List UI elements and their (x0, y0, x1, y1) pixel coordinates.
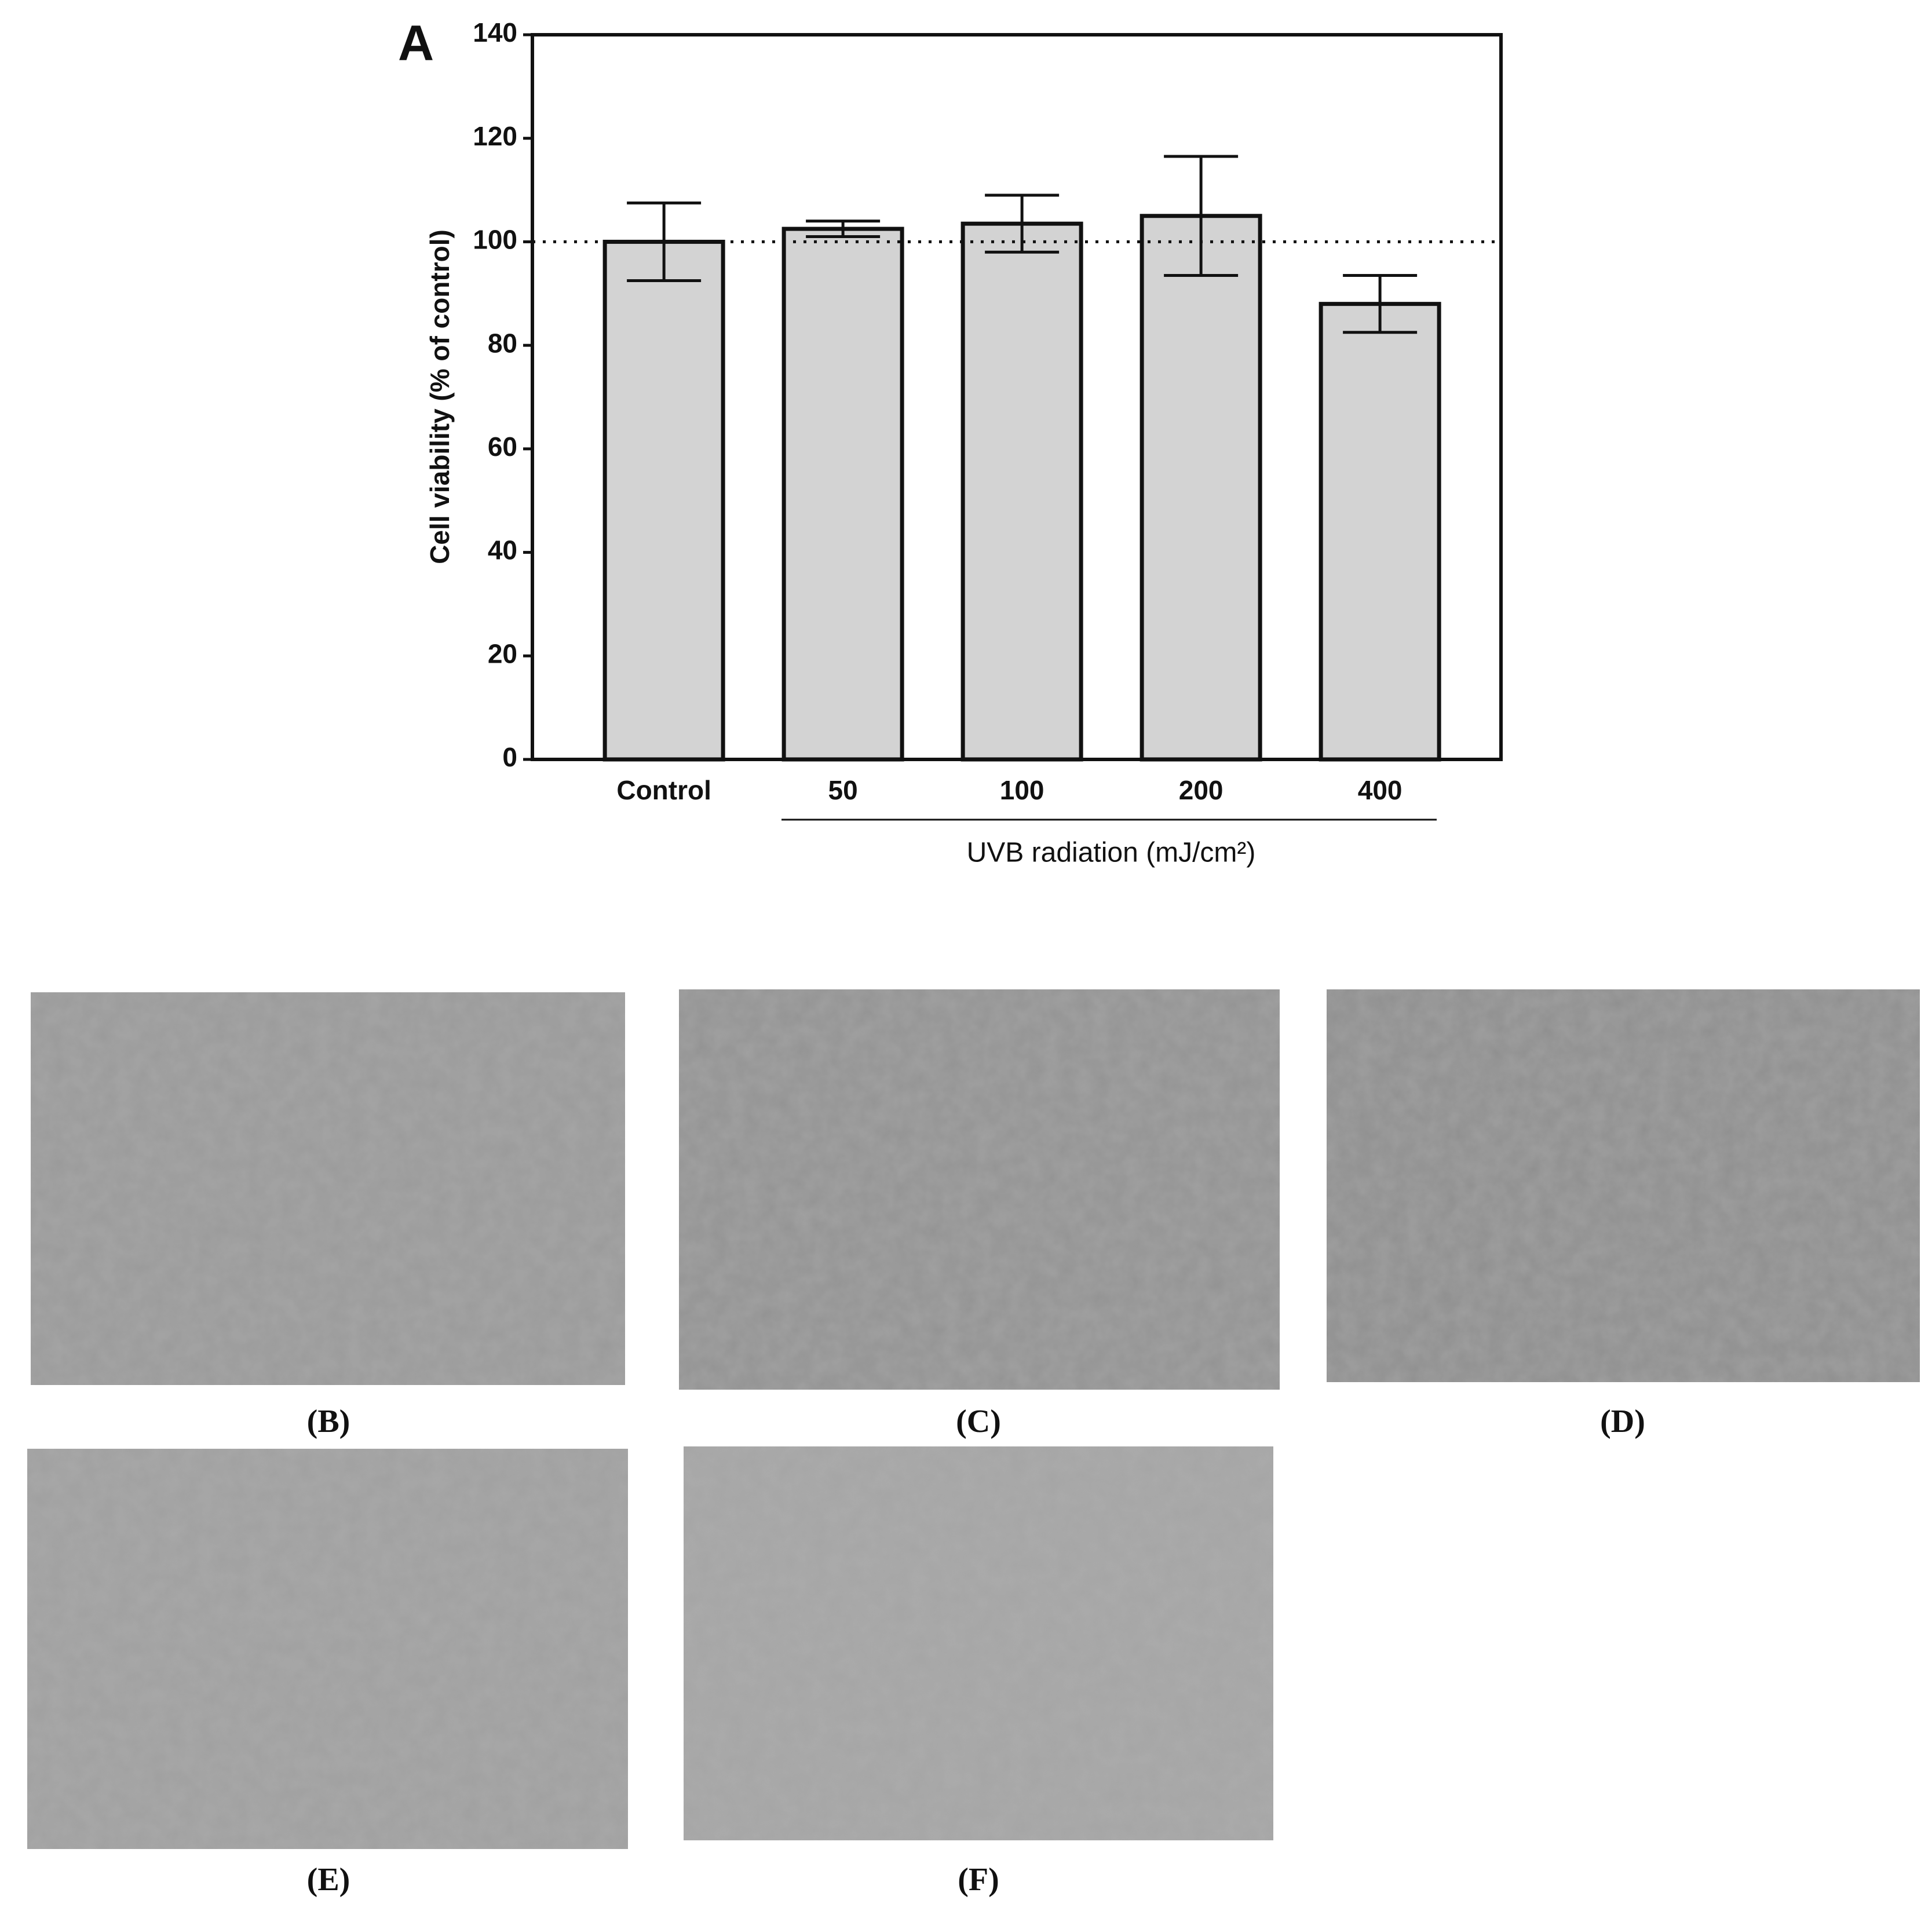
x-tick-label: 50 (828, 775, 858, 805)
y-axis-label: Cell viability (% of control) (425, 229, 455, 564)
plot-frame (531, 33, 1503, 761)
bar (602, 239, 725, 762)
y-tick-label: 20 (488, 638, 517, 668)
x-tick-label: 400 (1358, 775, 1403, 805)
caption: (E) (307, 1862, 350, 1898)
micrograph-e (27, 1449, 628, 1849)
y-tick-label: 120 (473, 121, 517, 151)
bar (960, 221, 1083, 762)
x-axis-label: UVB radiation (mJ/cm²) (967, 838, 1256, 868)
micrograph-c (679, 989, 1280, 1390)
bar (1319, 302, 1441, 762)
caption: (D) (1600, 1404, 1645, 1439)
x-tick-label: 100 (1000, 775, 1044, 805)
y-tick-label: 40 (488, 535, 517, 565)
bar (1140, 214, 1262, 762)
caption: (C) (956, 1404, 1001, 1439)
caption: (F) (958, 1862, 999, 1898)
bar (781, 226, 904, 762)
micrograph-f (684, 1446, 1273, 1840)
y-tick-label: 80 (488, 328, 517, 358)
micrograph-d (1327, 989, 1920, 1382)
caption: (B) (307, 1404, 350, 1439)
y-tick-label: 0 (502, 742, 517, 772)
x-tick-label: Control (616, 775, 711, 805)
micrograph-b (31, 992, 625, 1385)
x-tick-label: 200 (1179, 775, 1224, 805)
y-tick-label: 60 (488, 432, 517, 462)
y-tick-label: 100 (473, 225, 517, 255)
y-tick-label: 140 (473, 17, 517, 47)
panel-label: A (398, 16, 434, 71)
